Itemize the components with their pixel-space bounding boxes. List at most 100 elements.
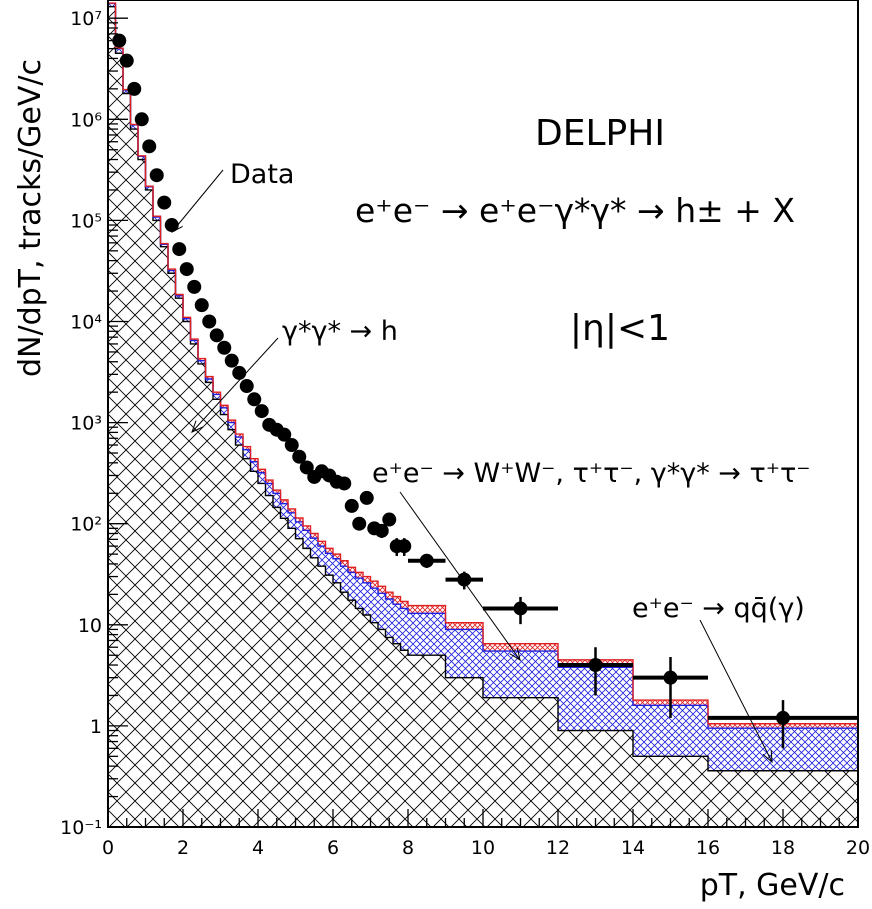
hist-bin [258, 472, 266, 484]
hist-bin [385, 598, 393, 638]
hist-bin [445, 629, 483, 678]
hist-bin [310, 533, 318, 539]
hist-bin [340, 566, 348, 593]
data-point [209, 328, 224, 343]
hist-bin [483, 697, 558, 827]
x-tick-label: 6 [327, 837, 339, 859]
data-point [224, 353, 239, 368]
hist-bin [370, 581, 378, 589]
hist-bin [325, 575, 333, 827]
data-point [232, 365, 247, 380]
hist-bin [258, 483, 266, 827]
hist-bin [138, 159, 146, 827]
hist-bin [378, 629, 386, 827]
hist-bin [190, 343, 198, 827]
data-point [663, 670, 678, 685]
hist-bin [183, 321, 191, 827]
hist-bin [295, 538, 303, 827]
hist-bin [363, 582, 371, 616]
hist-bin [220, 407, 228, 415]
hist-bin [310, 557, 318, 827]
hist-bin [145, 189, 153, 827]
hist-bin [400, 601, 408, 609]
x-tick-label: 0 [102, 837, 114, 859]
hist-bin [378, 593, 386, 630]
y-tick-label: 10⁴ [70, 311, 102, 333]
hist-bin [633, 756, 708, 827]
hist-bin [385, 592, 393, 599]
data-point [179, 262, 194, 277]
hist-bin [408, 613, 446, 656]
hist-bin [333, 554, 341, 559]
data-point [352, 516, 367, 531]
hist-bin [258, 469, 266, 473]
hist-bin [168, 270, 176, 274]
hist-bin [273, 490, 281, 494]
hist-bin [318, 541, 326, 547]
series-outline [108, 2, 858, 827]
annotation-arrow-head [762, 749, 773, 764]
data-point [239, 379, 254, 394]
hist-bin [235, 434, 243, 438]
data-point [374, 523, 389, 538]
hist-bin [318, 546, 326, 567]
hist-bin [130, 124, 138, 130]
annotation-arrow-head [191, 420, 204, 433]
hist-bin [445, 677, 483, 827]
x-tick-label: 16 [696, 837, 720, 859]
hist-bin [340, 560, 348, 567]
hist-bin [243, 446, 251, 450]
hist-bin [220, 414, 228, 827]
hist-bin [265, 480, 273, 484]
hist-bin [333, 558, 341, 583]
y-tick-label: 1 [90, 716, 102, 738]
hist-bin [115, 48, 123, 54]
data-point [187, 279, 202, 294]
hist-bin [198, 358, 206, 361]
hist-bin [265, 483, 273, 496]
hist-bin [333, 582, 341, 827]
axes: 0 2 4 6 8 10 12 14 16 18 20 10⁻¹ 1 10 10² 10³ 10⁴ 10⁵ 10⁶ 1… [60, 8, 870, 859]
hist-bin [183, 318, 191, 322]
x-tick-label: 10 [471, 837, 495, 859]
annotation-arrow-line [171, 169, 224, 233]
data-point [194, 298, 209, 313]
hist-bin [228, 420, 236, 423]
y-tick-label: 10⁵ [70, 210, 102, 232]
data-point [254, 404, 269, 419]
data-point [134, 112, 149, 127]
hist-bin [363, 576, 371, 583]
data-point [119, 53, 134, 68]
hist-bin [288, 512, 296, 529]
hist-bin [340, 592, 348, 827]
y-tick-label: 10 [78, 615, 102, 637]
hist-bin [205, 382, 213, 827]
hist-bin [273, 507, 281, 827]
eta-cut-label: |η|<1 [570, 308, 670, 349]
hist-bin [408, 605, 446, 614]
hist-bin [198, 363, 206, 827]
hist-bin [123, 89, 131, 94]
hist-bin [370, 588, 378, 623]
hist-bin [175, 298, 183, 827]
hist-bin [213, 394, 221, 400]
hist-bin [363, 615, 371, 827]
annotation-arrow-line [191, 337, 279, 433]
hist-bin [235, 437, 243, 446]
data-point [292, 449, 307, 464]
hist-bin [393, 604, 401, 644]
y-tick-label: 10² [70, 514, 102, 536]
x-tick-label: 12 [546, 837, 570, 859]
data-point [382, 512, 397, 527]
data-point [299, 460, 314, 475]
annotation-arrow-head [509, 648, 521, 662]
data-point [397, 539, 412, 554]
data-point [172, 242, 187, 257]
data-point [359, 490, 374, 505]
data-point [344, 498, 359, 513]
hist-bin [175, 295, 183, 299]
data-point [142, 139, 157, 154]
hist-bin [205, 376, 213, 379]
x-tick-label: 18 [771, 837, 795, 859]
data-point [513, 601, 528, 616]
